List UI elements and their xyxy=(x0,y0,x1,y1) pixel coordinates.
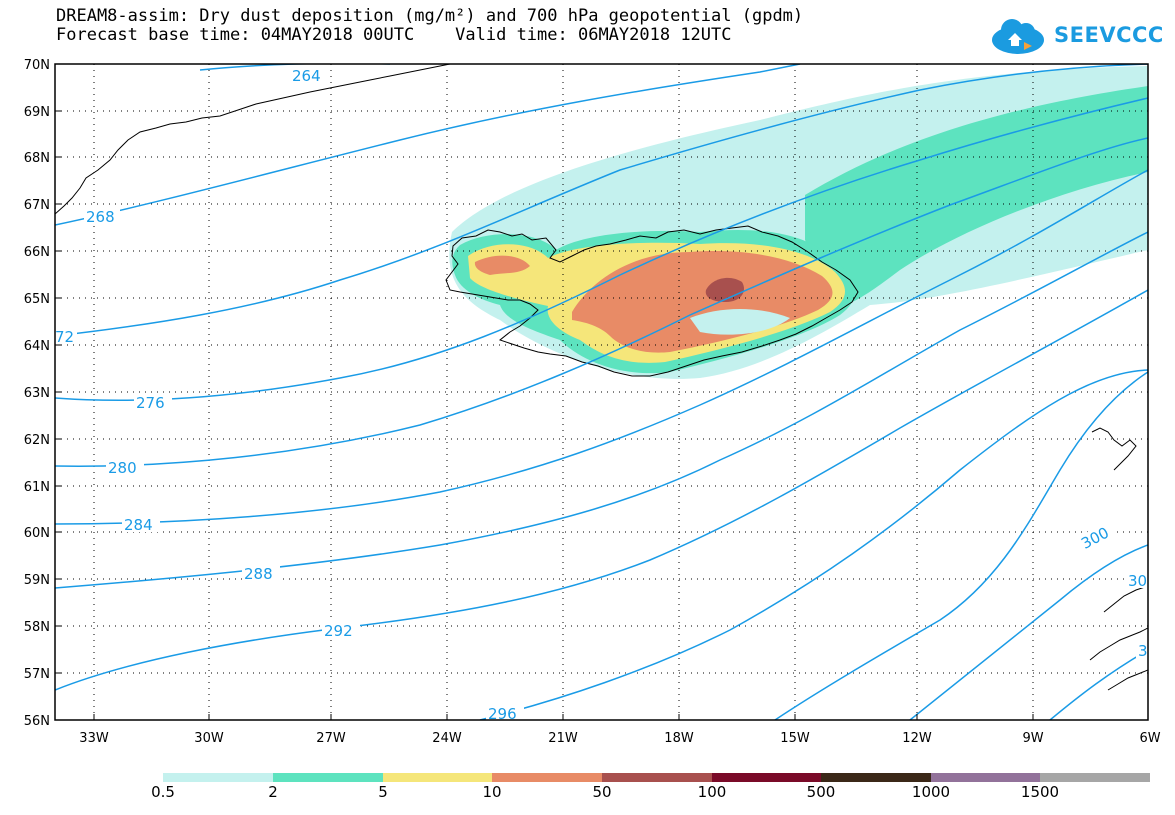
dust-deposition-shading xyxy=(449,66,1148,379)
lon-label: 21W xyxy=(548,731,578,746)
lat-label: 64N xyxy=(24,339,50,354)
legend-swatch-8 xyxy=(931,773,1040,782)
graticule xyxy=(55,64,1148,720)
lon-label: 6W xyxy=(1139,731,1160,746)
contour-label: 30 xyxy=(1128,572,1147,590)
contour-label: 264 xyxy=(292,67,321,85)
lat-label: 70N xyxy=(24,58,50,73)
legend-swatch-5 xyxy=(602,773,712,782)
lat-label: 59N xyxy=(24,573,50,588)
lat-label: 68N xyxy=(24,151,50,166)
lat-label: 62N xyxy=(24,433,50,448)
contour-label: 72 xyxy=(55,328,74,346)
contour-292 xyxy=(55,289,1148,691)
lon-label: 18W xyxy=(664,731,694,746)
logo-text: SEEVCCC xyxy=(1054,23,1164,47)
contour-label: 284 xyxy=(124,516,153,534)
contour-label: 276 xyxy=(136,394,165,412)
map-title-line1: DREAM8-assim: Dry dust deposition (mg/m²… xyxy=(56,6,804,26)
contour-label: 280 xyxy=(108,459,137,477)
lat-label: 58N xyxy=(24,620,50,635)
contour-300 xyxy=(774,371,1148,720)
lat-label: 65N xyxy=(24,292,50,307)
contour-276 xyxy=(55,97,1148,401)
contour-268 xyxy=(55,64,801,226)
tick-marks xyxy=(55,110,1034,720)
legend-label: 1000 xyxy=(911,783,951,801)
lat-label: 66N xyxy=(24,245,50,260)
legend-label: 50 xyxy=(592,783,612,801)
legend-swatch-1 xyxy=(163,773,273,782)
legend-swatch-3 xyxy=(383,773,492,782)
lat-label: 63N xyxy=(24,386,50,401)
legend-label: 0.5 xyxy=(151,783,175,801)
lon-label: 12W xyxy=(902,731,932,746)
contour-304 xyxy=(909,544,1148,720)
contour-284 xyxy=(55,169,1148,525)
dust-inclusion xyxy=(690,309,790,335)
contour-label: 292 xyxy=(324,622,353,640)
contour-296 xyxy=(479,369,1148,720)
lon-label: 30W xyxy=(194,731,224,746)
contour-label: 268 xyxy=(86,208,115,226)
lat-label: 61N xyxy=(24,480,50,495)
contour-label: 296 xyxy=(488,705,517,723)
map-title-line2: Forecast base time: 04MAY2018 00UTC Vali… xyxy=(56,25,732,45)
legend-swatch-2 xyxy=(273,773,383,782)
legend-label: 10 xyxy=(482,783,502,801)
latitude-labels: 70N 69N 68N 67N 66N 65N 64N 63N 62N 61N … xyxy=(24,58,50,729)
contour-280 xyxy=(55,137,1148,467)
contour-labels: 264 268 72 276 280 284 288 292 296 300 3… xyxy=(55,67,1148,723)
scotland-coast xyxy=(1089,585,1148,691)
lon-label: 33W xyxy=(79,731,109,746)
legend-label: 2 xyxy=(268,783,278,801)
lon-label: 27W xyxy=(316,731,346,746)
legend-label: 500 xyxy=(806,783,836,801)
lat-label: 67N xyxy=(24,198,50,213)
greenland-coast xyxy=(55,64,451,215)
contour-264 xyxy=(199,64,390,71)
lon-label: 15W xyxy=(780,731,810,746)
contour-288 xyxy=(55,231,1148,589)
contour-272 xyxy=(55,64,1148,337)
lon-label: 9W xyxy=(1022,731,1043,746)
lat-label: 56N xyxy=(24,714,50,729)
legend-swatch-9 xyxy=(1040,773,1150,782)
cloud-icon xyxy=(992,19,1044,54)
iceland-coast xyxy=(445,225,859,377)
legend-label: 1500 xyxy=(1020,783,1060,801)
legend-swatch-4 xyxy=(492,773,602,782)
longitude-labels: 33W 30W 27W 24W 21W 18W 15W 12W 9W 6W xyxy=(79,731,1160,746)
contour-308 xyxy=(1049,649,1148,720)
lat-label: 60N xyxy=(24,526,50,541)
legend-swatch-6 xyxy=(712,773,821,782)
legend-label: 5 xyxy=(378,783,388,801)
contour-label: 288 xyxy=(244,565,273,583)
coastlines xyxy=(55,64,1148,691)
contour-label: 3 xyxy=(1138,642,1148,660)
faroe-coast xyxy=(1091,427,1137,471)
legend-label: 100 xyxy=(697,783,727,801)
geopotential-contours xyxy=(55,64,1148,720)
legend-swatch-7 xyxy=(821,773,931,782)
lon-label: 24W xyxy=(432,731,462,746)
seevccc-logo xyxy=(992,19,1044,54)
lat-label: 69N xyxy=(24,105,50,120)
lat-label: 57N xyxy=(24,667,50,682)
